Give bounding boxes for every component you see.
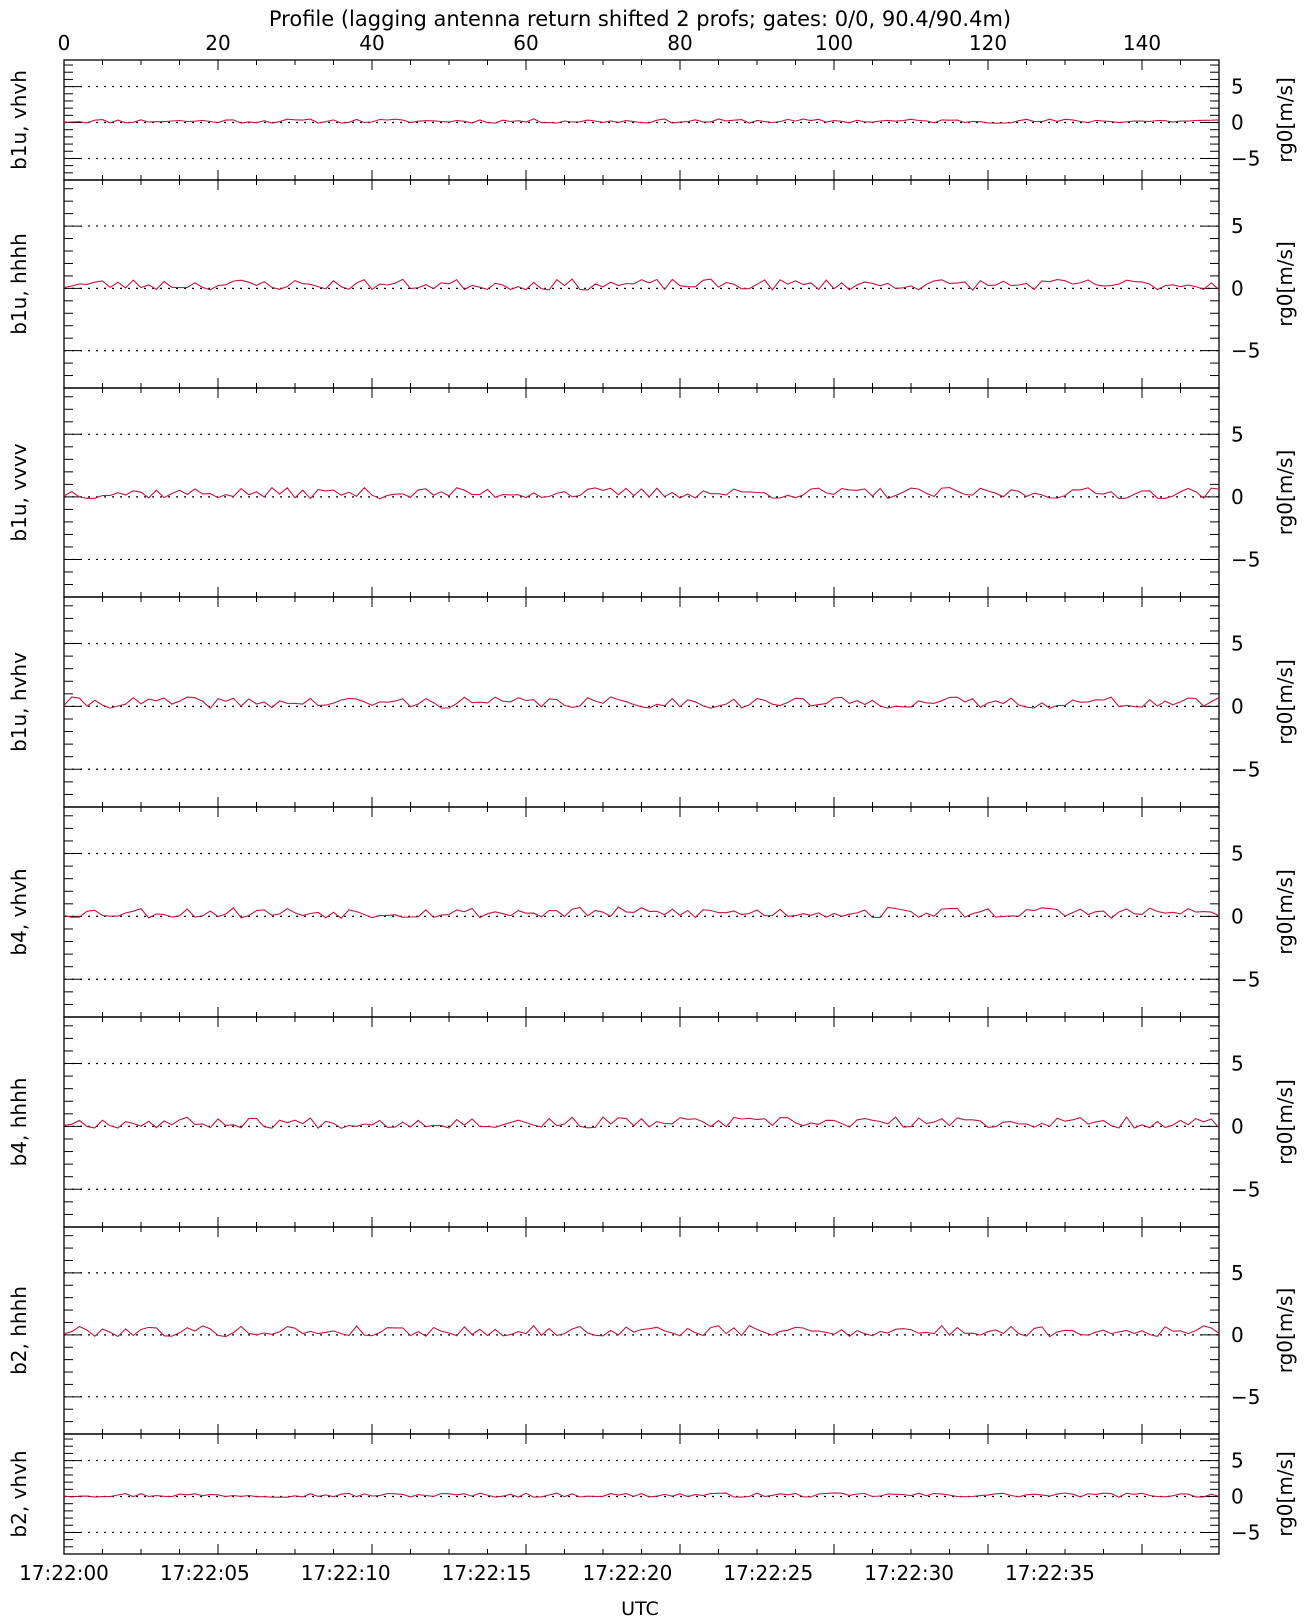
series-line [63,1116,1220,1130]
right-y-tick-label: 5 [1231,422,1244,446]
right-y-axis-label: rg0[m/s] [1273,1288,1297,1374]
right-y-tick-label: 5 [1231,1052,1244,1076]
panel-label: b1u, hhhh [7,233,31,335]
right-y-axis-label: rg0[m/s] [1273,241,1297,327]
right-y-tick-label: 0 [1231,1114,1244,1138]
panel-label: b1u, vhvh [7,70,31,170]
right-y-tick-label: 5 [1231,1261,1244,1285]
right-y-tick-label: −5 [1231,757,1260,781]
panel-label: b1u, vvvv [7,443,31,541]
x-axis-label: UTC [621,1598,659,1620]
top-axis: 0 20 40 60 80 100 120 140 [58,31,1161,55]
right-y-tick-label: 5 [1231,214,1244,238]
right-y-tick-label: −5 [1231,146,1260,170]
panel-3: 5 0 −5 rg0[m/s] b1u, vvvv [7,387,1297,598]
right-y-axis-label: rg0[m/s] [1273,450,1297,536]
series-line [63,118,1220,124]
panel-frame [63,1226,1220,1435]
right-y-tick-label: 0 [1231,1323,1244,1347]
right-y-axis-label: rg0[m/s] [1273,869,1297,955]
panel-6: 5 0 −5 rg0[m/s] b4, hhhh [7,1016,1297,1228]
right-y-tick-label: −5 [1231,339,1260,363]
right-y-tick-label: −5 [1231,967,1260,991]
panel-frame [63,179,1220,389]
bottom-axis-tick-label: 17:22:15 [442,1561,532,1585]
right-y-tick-label: 0 [1231,904,1244,928]
bottom-axis-tick-label: 17:22:30 [864,1561,954,1585]
bottom-axis-tick-label: 17:22:05 [160,1561,250,1585]
panel-frame [63,1016,1220,1228]
bottom-axis-tick-label: 17:22:25 [723,1561,813,1585]
panel-2: 5 0 −5 rg0[m/s] b1u, hhhh [7,179,1297,389]
right-y-tick-label: 0 [1231,694,1244,718]
bottom-axis-tick-label: 17:22:20 [583,1561,673,1585]
right-y-tick-label: 0 [1231,111,1244,135]
top-axis-tick-label: 40 [359,31,384,55]
right-y-tick-label: 5 [1231,75,1244,99]
right-y-tick-label: 5 [1231,1449,1244,1473]
right-y-axis-label: rg0[m/s] [1273,77,1297,163]
top-axis-tick-label: 100 [815,31,853,55]
right-y-tick-label: −5 [1231,1520,1260,1544]
panel-8: 5 0 −5 rg0[m/s] b2, vhvh [7,1433,1297,1555]
series-line [63,486,1220,500]
bottom-axis-tick-label: 17:22:00 [19,1561,109,1585]
panel-7: 5 0 −5 rg0[m/s] b2, hhhh [7,1226,1297,1435]
panel-1: 5 0 −5 rg0[m/s] b1u, vhvh [7,59,1297,181]
top-axis-tick-label: 20 [205,31,230,55]
series-line [63,278,1220,292]
right-y-tick-label: −5 [1231,1385,1260,1409]
panel-4: 5 0 −5 rg0[m/s] b1u, hvhv [7,596,1297,808]
right-y-tick-label: 0 [1231,485,1244,509]
panel-label: b2, hhhh [7,1286,31,1375]
right-y-tick-label: 5 [1231,842,1244,866]
right-y-axis-label: rg0[m/s] [1273,659,1297,745]
right-y-axis-label: rg0[m/s] [1273,1451,1297,1537]
chart-title: Profile (lagging antenna return shifted … [269,7,1011,31]
right-y-tick-label: 5 [1231,632,1244,656]
bottom-axis-tick-label: 17:22:10 [301,1561,391,1585]
series-line [63,906,1220,919]
panel-label: b2, vhvh [7,1450,31,1537]
bottom-axis-tick-label: 17:22:35 [1005,1561,1095,1585]
panels-group: 5 0 −5 rg0[m/s] b1u, vhvh 5 0 −5 rg0[m/s] b1u, hh… [7,59,1297,1555]
top-axis-tick-label: 0 [58,31,71,55]
series-line [63,1492,1220,1498]
top-axis-tick-label: 140 [1123,31,1161,55]
series-line [63,1324,1220,1338]
right-y-tick-label: 0 [1231,276,1244,300]
right-y-tick-label: −5 [1231,1177,1260,1201]
top-axis-tick-label: 120 [969,31,1007,55]
right-y-axis-label: rg0[m/s] [1273,1079,1297,1165]
panel-label: b4, vhvh [7,868,31,955]
top-axis-tick-label: 60 [513,31,538,55]
series-line [63,696,1220,710]
panel-5: 5 0 −5 rg0[m/s] b4, vhvh [7,806,1297,1018]
right-y-tick-label: −5 [1231,547,1260,571]
panel-label: b4, hhhh [7,1078,31,1167]
right-y-tick-label: 0 [1231,1485,1244,1509]
panel-label: b1u, hvhv [7,652,31,752]
top-axis-tick-label: 80 [667,31,692,55]
bottom-axis: 17:22:00 17:22:05 17:22:10 17:22:15 17:22:20… [19,1561,1095,1585]
